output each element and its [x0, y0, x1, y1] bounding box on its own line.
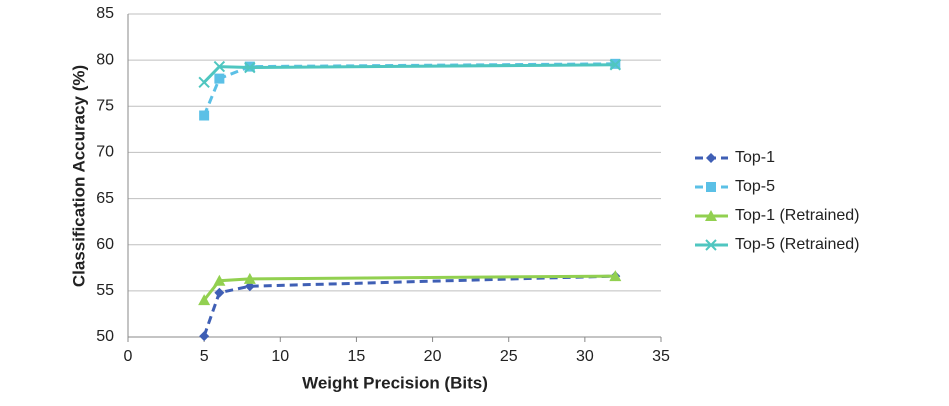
- legend-label: Top-5 (Retrained): [735, 236, 860, 253]
- marker: [214, 287, 225, 298]
- y-axis-title: Classification Accuracy (%): [69, 65, 88, 287]
- y-tick-label: 60: [96, 236, 114, 253]
- x-tick-label: 35: [652, 348, 670, 365]
- legend-marker: [706, 182, 716, 192]
- series-line: [202, 274, 616, 337]
- legend-label: Top-1 (Retrained): [735, 207, 860, 224]
- x-axis-title: Weight Precision (Bits): [302, 373, 488, 392]
- marker: [214, 73, 225, 84]
- x-tick-label: 15: [348, 348, 366, 365]
- y-tick-label: 85: [96, 5, 114, 22]
- marker: [199, 110, 210, 121]
- marker: [213, 60, 226, 73]
- marker: [609, 59, 622, 71]
- y-tick-label: 70: [96, 144, 114, 161]
- x-tick-label: 10: [271, 348, 289, 365]
- legend-label: Top-5: [735, 178, 775, 195]
- y-tick-label: 65: [96, 190, 114, 207]
- y-tick-label: 50: [96, 328, 114, 345]
- y-tick-label: 55: [96, 282, 114, 299]
- x-tick-label: 0: [124, 348, 133, 365]
- y-tick-label: 75: [96, 98, 114, 115]
- marker: [244, 61, 256, 74]
- marker: [213, 274, 226, 286]
- marker: [198, 294, 211, 306]
- series-line: [203, 63, 616, 84]
- marker: [243, 272, 256, 284]
- x-tick-label: 5: [200, 348, 209, 365]
- legend-label: Top-1: [735, 149, 775, 166]
- series-line: [202, 274, 616, 302]
- legend-marker: [705, 239, 717, 251]
- marker: [609, 270, 622, 282]
- y-tick-label: 80: [96, 51, 114, 68]
- legend-marker: [705, 210, 717, 221]
- marker: [198, 76, 210, 88]
- x-tick-label: 25: [500, 348, 518, 365]
- x-tick-label: 20: [424, 348, 442, 365]
- marker: [199, 331, 210, 342]
- legend-marker: [706, 153, 716, 163]
- x-tick-label: 30: [576, 348, 594, 365]
- series-line: [202, 62, 616, 117]
